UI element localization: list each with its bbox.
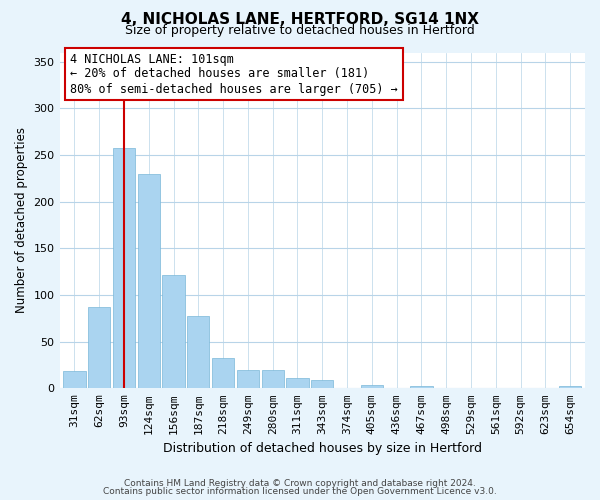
Bar (286, 378, 308, 388)
Bar (187, 316, 209, 388)
Text: Size of property relative to detached houses in Hertford: Size of property relative to detached ho… (125, 24, 475, 37)
Bar (63, 370, 86, 388)
Bar (113, 148, 135, 388)
Bar (559, 386, 581, 388)
Text: 4 NICHOLAS LANE: 101sqm
← 20% of detached houses are smaller (181)
80% of semi-d: 4 NICHOLAS LANE: 101sqm ← 20% of detache… (70, 52, 398, 96)
Text: Contains public sector information licensed under the Open Government Licence v3: Contains public sector information licen… (103, 487, 497, 496)
Bar (163, 274, 185, 388)
X-axis label: Distribution of detached houses by size in Hertford: Distribution of detached houses by size … (163, 442, 482, 455)
Bar (361, 384, 383, 388)
Text: 4, NICHOLAS LANE, HERTFORD, SG14 1NX: 4, NICHOLAS LANE, HERTFORD, SG14 1NX (121, 12, 479, 28)
Bar (212, 358, 234, 388)
Bar (410, 386, 433, 388)
Bar (237, 370, 259, 388)
Bar (137, 174, 160, 388)
Bar (262, 370, 284, 388)
Bar (311, 380, 334, 388)
Text: Contains HM Land Registry data © Crown copyright and database right 2024.: Contains HM Land Registry data © Crown c… (124, 478, 476, 488)
Bar (88, 307, 110, 388)
Y-axis label: Number of detached properties: Number of detached properties (15, 128, 28, 314)
